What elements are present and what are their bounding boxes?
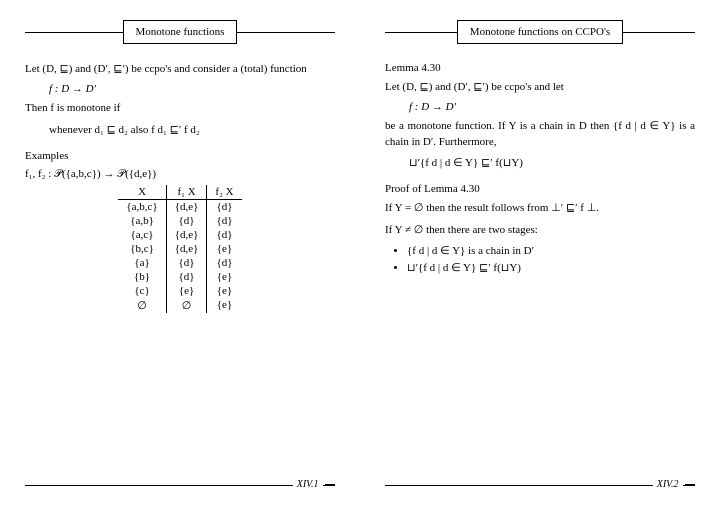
right-p4: If Y ≠ ∅ then there are two stages: bbox=[385, 223, 695, 238]
right-p1: Let (D, ⊑) and (D′, ⊑′) be ccpo's and le… bbox=[385, 80, 695, 95]
cell-X: {a,b} bbox=[118, 214, 166, 228]
cell-f1: {e} bbox=[166, 284, 207, 298]
cell-f2: {e} bbox=[207, 242, 242, 256]
cell-X: {b,c} bbox=[118, 242, 166, 256]
func-signature: f₁, f₂ : 𝒫({a,b,c}) → 𝒫({d,e}) bbox=[25, 168, 335, 181]
right-formula2: ⊔′{f d | d ∈ Y} ⊑′ f(⊔Y) bbox=[409, 156, 695, 169]
left-footer: XIV.1 bbox=[25, 479, 335, 490]
right-page: Monotone functions on CCPO's Lemma 4.30 … bbox=[360, 0, 720, 510]
left-formula1: f : D → D′ bbox=[49, 83, 335, 95]
function-table: X f₁ X f₂ X {a,b,c}{d,e}{d}{a,b}{d}{d}{a… bbox=[118, 185, 241, 313]
cell-f2: {d} bbox=[207, 228, 242, 242]
left-formula2: whenever d₁ ⊑ d₂ also f d₁ ⊑′ f d₂ bbox=[49, 123, 335, 136]
left-p2: Then f is monotone if bbox=[25, 101, 335, 116]
cell-f1: {d} bbox=[166, 256, 207, 270]
bullet-2: ⊔′{f d | d ∈ Y} ⊑′ f(⊔Y) bbox=[407, 261, 695, 274]
cell-f1: {d,e} bbox=[166, 199, 207, 214]
cell-f1: {d,e} bbox=[166, 228, 207, 242]
proof-bullets: {f d | d ∈ Y} is a chain in D′ ⊔′{f d | … bbox=[385, 244, 695, 274]
right-pagenum: XIV.2 bbox=[653, 479, 683, 490]
title-header-right: Monotone functions on CCPO's bbox=[385, 20, 695, 44]
cell-X: ∅ bbox=[118, 298, 166, 313]
table-row: ∅∅{e} bbox=[118, 298, 241, 313]
th-f2: f₂ X bbox=[207, 185, 242, 200]
right-footer: XIV.2 bbox=[385, 479, 695, 490]
cell-f1: {d,e} bbox=[166, 242, 207, 256]
th-f1: f₁ X bbox=[166, 185, 207, 200]
left-page: Monotone functions Let (D, ⊑) and (D′, ⊑… bbox=[0, 0, 360, 510]
proof-head: Proof of Lemma 4.30 bbox=[385, 183, 695, 195]
right-p2: be a monotone function. If Y is a chain … bbox=[385, 119, 695, 150]
cell-f2: {e} bbox=[207, 270, 242, 284]
table-row: {c}{e}{e} bbox=[118, 284, 241, 298]
cell-f1: {d} bbox=[166, 214, 207, 228]
left-title: Monotone functions bbox=[123, 20, 238, 44]
cell-f2: {e} bbox=[207, 298, 242, 313]
cell-f2: {d} bbox=[207, 256, 242, 270]
cell-X: {a} bbox=[118, 256, 166, 270]
table-row: {b,c}{d,e}{e} bbox=[118, 242, 241, 256]
cell-X: {b} bbox=[118, 270, 166, 284]
lemma-head: Lemma 4.30 bbox=[385, 62, 695, 74]
table-row: {b}{d}{e} bbox=[118, 270, 241, 284]
bullet-1: {f d | d ∈ Y} is a chain in D′ bbox=[407, 244, 695, 257]
cell-X: {a,c} bbox=[118, 228, 166, 242]
cell-f1: ∅ bbox=[166, 298, 207, 313]
right-title: Monotone functions on CCPO's bbox=[457, 20, 623, 44]
cell-f1: {d} bbox=[166, 270, 207, 284]
cell-f2: {d} bbox=[207, 214, 242, 228]
examples-head: Examples bbox=[25, 150, 335, 162]
right-p3: If Y = ∅ then the result follows from ⊥′… bbox=[385, 201, 695, 216]
left-p1: Let (D, ⊑) and (D′, ⊑′) be ccpo's and co… bbox=[25, 62, 335, 77]
table-row: {a}{d}{d} bbox=[118, 256, 241, 270]
right-formula1: f : D → D′ bbox=[409, 101, 695, 113]
title-header-left: Monotone functions bbox=[25, 20, 335, 44]
left-pagenum: XIV.1 bbox=[293, 479, 323, 490]
table-row: {a,b}{d}{d} bbox=[118, 214, 241, 228]
cell-f2: {d} bbox=[207, 199, 242, 214]
table-header-row: X f₁ X f₂ X bbox=[118, 185, 241, 200]
cell-f2: {e} bbox=[207, 284, 242, 298]
th-X: X bbox=[118, 185, 166, 200]
table-row: {a,c}{d,e}{d} bbox=[118, 228, 241, 242]
cell-X: {a,b,c} bbox=[118, 199, 166, 214]
cell-X: {c} bbox=[118, 284, 166, 298]
table-row: {a,b,c}{d,e}{d} bbox=[118, 199, 241, 214]
